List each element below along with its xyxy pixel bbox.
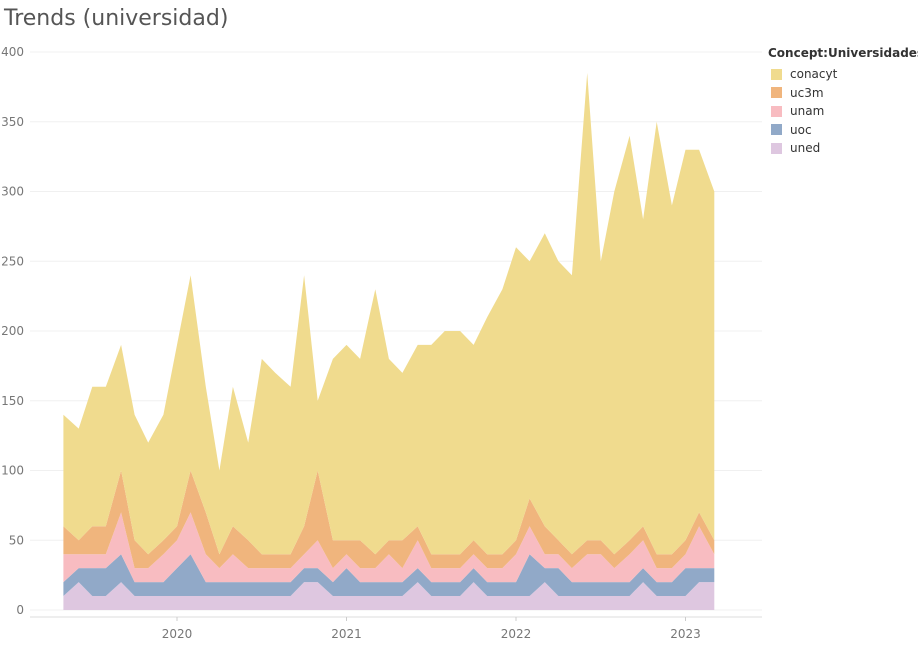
y-tick-label: 400 — [1, 45, 24, 59]
y-tick-label: 300 — [1, 185, 24, 199]
y-tick-label: 100 — [1, 464, 24, 478]
chart-title: Trends (universidad) — [4, 6, 229, 31]
axes: 0 50 100 150 200 250 300 350 400 2020 2021 2022 2023 — [1, 45, 762, 641]
y-tick-label: 0 — [16, 603, 24, 617]
area-series-uoc — [63, 554, 715, 596]
legend-label: uc3m — [790, 85, 824, 100]
legend-label: uoc — [790, 122, 812, 137]
area-series-unam — [63, 512, 715, 583]
legend-swatch — [771, 105, 782, 117]
y-tick-label: 350 — [1, 115, 24, 129]
y-tick-label: 200 — [1, 324, 24, 338]
legend-item-uoc[interactable]: uoc — [768, 121, 918, 140]
y-tick-label: 50 — [9, 533, 24, 547]
legend-item-unam[interactable]: unam — [768, 102, 918, 121]
x-tick-label: 2021 — [331, 627, 362, 641]
legend-swatch — [771, 124, 782, 136]
legend-label: conacyt — [790, 67, 838, 82]
legend: Concept:Universidades conacyt uc3m unam uoc… — [768, 46, 918, 158]
legend-swatch — [771, 68, 782, 80]
legend-item-uned[interactable]: uned — [768, 139, 918, 158]
legend-items: conacyt uc3m unam uoc uned — [768, 65, 918, 158]
y-tick-label: 150 — [1, 394, 24, 408]
area-series-uc3m — [63, 470, 715, 569]
legend-swatch — [771, 87, 782, 99]
legend-swatch — [771, 142, 782, 154]
legend-label: uned — [790, 141, 821, 156]
legend-item-uc3m[interactable]: uc3m — [768, 84, 918, 103]
area-series-conacyt — [63, 72, 715, 555]
legend-label: unam — [790, 104, 825, 119]
x-tick-label: 2023 — [670, 627, 701, 641]
y-tick-label: 250 — [1, 254, 24, 268]
x-tick-label: 2020 — [162, 627, 193, 641]
legend-title: Concept:Universidades — [768, 46, 918, 60]
stacked-areas — [63, 72, 715, 610]
area-series-uned — [63, 582, 715, 610]
x-tick-label: 2022 — [501, 627, 532, 641]
legend-item-conacyt[interactable]: conacyt — [768, 65, 918, 84]
